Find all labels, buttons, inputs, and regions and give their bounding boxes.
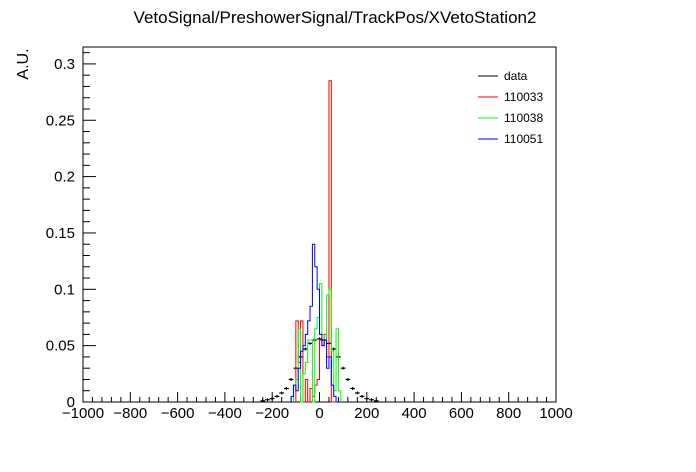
x-tick-label: 0 <box>315 405 323 422</box>
x-tick-label: −400 <box>208 405 242 422</box>
x-tick-label: −200 <box>255 405 289 422</box>
series-110051-histogram <box>290 243 339 403</box>
chart-title: VetoSignal/PreshowerSignal/TrackPos/XVet… <box>134 8 537 27</box>
x-tick-label: 1000 <box>539 405 572 422</box>
y-tick-label: 0.05 <box>46 338 75 355</box>
y-tick-label: 0.3 <box>54 56 75 73</box>
y-axis-title: A.U. <box>15 48 32 79</box>
legend-entry-data: data <box>478 69 528 83</box>
series-lines <box>290 80 342 403</box>
legend-entry-110038: 110038 <box>478 111 543 125</box>
x-tick-label: 800 <box>496 405 521 422</box>
series-110038-histogram <box>292 283 342 403</box>
x-tick-label: −800 <box>113 405 147 422</box>
y-tick-label: 0.15 <box>46 225 75 242</box>
legend-label-data: data <box>504 69 528 83</box>
legend: data 110033 110038 110051 <box>478 69 543 146</box>
x-tick-label: −600 <box>161 405 195 422</box>
x-tick-label: 200 <box>354 405 379 422</box>
series-110033-histogram <box>295 80 339 403</box>
axes: −1000 −800 −600 −400 −200 0 200 400 600 800 1000 0 0… <box>46 52 573 422</box>
legend-entry-110033: 110033 <box>478 90 543 104</box>
x-tick-label: 400 <box>402 405 427 422</box>
y-tick-label: 0.25 <box>46 112 75 129</box>
legend-label-110051: 110051 <box>504 132 543 146</box>
y-tick-label: 0.1 <box>54 281 75 298</box>
x-tick-label: −1000 <box>62 405 104 422</box>
legend-label-110038: 110038 <box>504 111 543 125</box>
y-tick-label: 0 <box>67 394 75 411</box>
x-tick-label: 600 <box>449 405 474 422</box>
legend-entry-110051: 110051 <box>478 132 543 146</box>
legend-label-110033: 110033 <box>504 90 543 104</box>
y-tick-label: 0.2 <box>54 169 75 186</box>
